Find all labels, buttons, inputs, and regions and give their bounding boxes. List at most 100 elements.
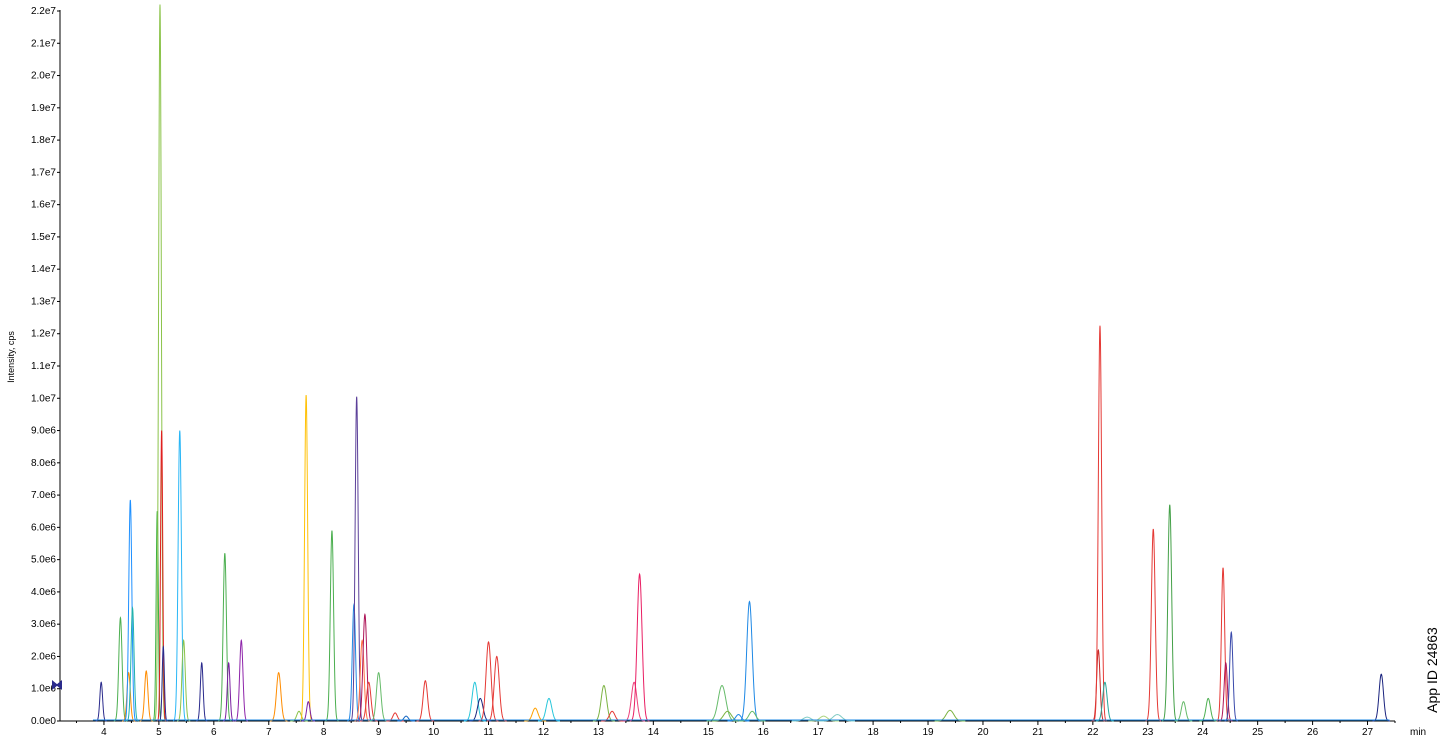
- x-tick-label: 10: [428, 727, 440, 738]
- x-tick-label: 18: [868, 727, 880, 738]
- y-tick-label: 1.4e7: [31, 264, 56, 275]
- peak-trace: [325, 530, 339, 722]
- y-axis-title: Intensity, cps: [6, 331, 16, 383]
- peak-trace: [738, 600, 761, 722]
- x-tick-label: 7: [266, 727, 272, 738]
- y-axis-label: Intensity, cps: [6, 331, 16, 383]
- peak-trace: [469, 697, 492, 722]
- peak-trace: [397, 715, 415, 722]
- y-tick-label: 3.0e6: [31, 619, 56, 630]
- peak-trace: [1161, 504, 1178, 722]
- y-tick-label: 8.0e6: [31, 458, 56, 469]
- y-tick-label: 1.6e7: [31, 200, 56, 211]
- peak-trace: [1091, 648, 1105, 722]
- peak-trace: [152, 511, 162, 722]
- peak-trace: [269, 671, 288, 722]
- x-tick-label: 27: [1362, 727, 1374, 738]
- x-tick-label: 13: [593, 727, 605, 738]
- x-tick-label: 12: [538, 727, 550, 738]
- peak-trace: [1224, 630, 1238, 722]
- x-tick-label: 17: [813, 727, 825, 738]
- y-axis-ticks: 0.0e0 1.0e6 2.0e6 3.0e6 4.0e6 5.0e6 6.0e6 7.0e6…: [31, 6, 60, 727]
- peak-trace: [176, 639, 191, 722]
- peak-trace: [196, 661, 208, 722]
- peak-trace: [524, 707, 547, 722]
- peak-trace: [537, 697, 560, 722]
- peak-trace: [290, 710, 308, 722]
- peak-trace: [1093, 325, 1107, 722]
- y-tick-label: 6.0e6: [31, 522, 56, 533]
- peak-trace: [354, 639, 370, 722]
- y-tick-label: 7.0e6: [31, 490, 56, 501]
- x-tick-label: 19: [922, 727, 934, 738]
- peak-trace: [706, 684, 738, 722]
- y-tick-label: 9.0e6: [31, 426, 56, 437]
- x-tick-label: 23: [1142, 727, 1154, 738]
- peak-trace: [934, 709, 966, 722]
- peak-trace: [416, 679, 435, 722]
- x-tick-label: 11: [483, 727, 494, 738]
- peak-trace: [592, 684, 615, 722]
- peak-trace: [158, 645, 168, 722]
- y-tick-label: 1.0e6: [31, 684, 56, 695]
- peak-trace: [739, 710, 766, 722]
- peak-trace: [727, 714, 750, 722]
- peak-trace: [126, 606, 139, 722]
- y-tick-label: 5.0e6: [31, 555, 56, 566]
- peak-trace: [124, 499, 137, 722]
- peak-trace: [218, 553, 232, 722]
- chromatogram-traces: [92, 4, 1391, 722]
- y-tick-label: 1.5e7: [31, 232, 56, 243]
- app-id-label: App ID 24863: [1424, 627, 1440, 713]
- peak-trace: [234, 639, 248, 722]
- x-axis-unit-label: min: [1410, 727, 1426, 738]
- x-tick-label: 21: [1032, 727, 1044, 738]
- peak-trace: [1219, 661, 1233, 722]
- peak-trace: [154, 4, 166, 722]
- y-tick-label: 2.0e7: [31, 71, 56, 82]
- peak-trace: [1199, 697, 1217, 722]
- x-tick-label: 16: [758, 727, 770, 738]
- y-tick-label: 2.2e7: [31, 6, 56, 17]
- peak-trace: [629, 572, 650, 722]
- x-axis-ticks: 4 5 6 7 8 9 10 11 12 13 14 15 16 17 18 19 20 21 22 23 24 25 26…: [75, 721, 1396, 738]
- peak-trace: [95, 681, 107, 722]
- y-tick-label: 1.3e7: [31, 296, 56, 307]
- x-tick-label: 22: [1087, 727, 1099, 738]
- peak-trace: [808, 715, 840, 722]
- peak-trace: [301, 701, 315, 722]
- y-tick-label: 1.1e7: [31, 361, 56, 372]
- x-tick-label: 15: [703, 727, 715, 738]
- peak-trace: [601, 710, 624, 722]
- peak-trace: [223, 661, 235, 722]
- peak-trace: [819, 714, 855, 722]
- peak-trace: [350, 396, 363, 722]
- peak-trace: [791, 716, 823, 722]
- y-tick-label: 4.0e6: [31, 587, 56, 598]
- x-tick-label: 25: [1252, 727, 1264, 738]
- y-tick-label: 1.7e7: [31, 167, 56, 178]
- peak-trace: [478, 640, 499, 722]
- x-tick-label: 4: [101, 727, 107, 738]
- y-tick-label: 1.0e7: [31, 393, 56, 404]
- peak-trace: [712, 710, 743, 722]
- y-tick-label: 2.0e6: [31, 651, 56, 662]
- peak-trace: [357, 613, 373, 722]
- peak-trace: [1174, 701, 1193, 722]
- x-tick-label: 20: [977, 727, 989, 738]
- peak-trace: [299, 395, 313, 722]
- y-tick-label: 2.1e7: [31, 38, 56, 49]
- peak-trace: [1145, 528, 1162, 722]
- peak-trace: [113, 616, 128, 722]
- peak-trace: [486, 655, 507, 722]
- peak-trace: [1372, 673, 1391, 722]
- axis-marker-icon[interactable]: [52, 680, 62, 690]
- x-tick-label: 6: [211, 727, 217, 738]
- x-tick-label: 5: [156, 727, 162, 738]
- x-tick-label: 14: [648, 727, 660, 738]
- peak-trace: [347, 602, 361, 722]
- y-tick-label: 0.0e0: [31, 716, 56, 727]
- x-tick-label: 8: [321, 727, 327, 738]
- peak-trace: [173, 430, 187, 722]
